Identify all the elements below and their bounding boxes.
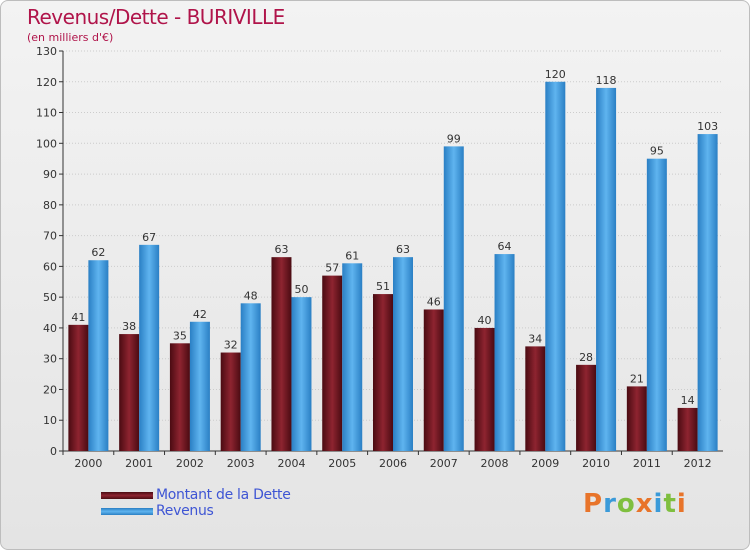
legend-label-dette: Montant de la Dette bbox=[156, 487, 291, 503]
logo-letter: i bbox=[653, 489, 664, 519]
data-label: 118 bbox=[596, 74, 617, 87]
bar-dette bbox=[423, 309, 444, 451]
data-label: 38 bbox=[122, 320, 136, 333]
bar-revenus bbox=[139, 244, 160, 451]
x-tick-label: 2007 bbox=[430, 457, 458, 470]
x-tick-label: 2010 bbox=[582, 457, 610, 470]
data-label: 99 bbox=[447, 132, 461, 145]
data-label: 120 bbox=[545, 68, 566, 81]
data-label: 21 bbox=[630, 372, 644, 385]
data-label: 64 bbox=[498, 240, 512, 253]
bar-dette bbox=[373, 294, 393, 451]
bar-revenus bbox=[240, 303, 261, 451]
legend-item-dette: Montant de la Dette bbox=[101, 487, 291, 503]
y-tick-label: 20 bbox=[43, 383, 57, 396]
data-label: 63 bbox=[274, 243, 288, 256]
y-tick-label: 10 bbox=[43, 414, 57, 427]
y-tick-label: 60 bbox=[43, 260, 57, 273]
x-tick-label: 2001 bbox=[125, 457, 153, 470]
data-label: 95 bbox=[650, 145, 664, 158]
bar-dette bbox=[576, 364, 597, 451]
data-label: 32 bbox=[224, 339, 238, 352]
y-tick-label: 40 bbox=[43, 322, 57, 335]
bar-dette bbox=[119, 334, 140, 451]
y-tick-label: 50 bbox=[43, 291, 57, 304]
y-tick-label: 110 bbox=[36, 107, 57, 120]
data-label: 46 bbox=[427, 295, 441, 308]
bar-revenus bbox=[646, 158, 667, 451]
data-label: 34 bbox=[528, 332, 542, 345]
bar-dette bbox=[169, 343, 190, 451]
legend-swatch-dette bbox=[101, 491, 153, 499]
y-tick-label: 120 bbox=[36, 76, 57, 89]
bar-revenus bbox=[697, 134, 718, 452]
data-label: 14 bbox=[681, 394, 695, 407]
data-label: 63 bbox=[396, 243, 410, 256]
legend-swatch-revenus bbox=[101, 507, 153, 515]
y-tick-label: 130 bbox=[36, 45, 57, 58]
data-label: 50 bbox=[294, 283, 308, 296]
x-tick-label: 2005 bbox=[328, 457, 356, 470]
bar-dette bbox=[322, 275, 343, 451]
bar-revenus bbox=[596, 87, 617, 451]
legend: Montant de la Dette Revenus bbox=[101, 487, 291, 519]
bar-revenus bbox=[393, 257, 413, 451]
data-label: 57 bbox=[325, 262, 339, 275]
logo-letter: o bbox=[616, 489, 636, 519]
bar-dette bbox=[68, 324, 89, 451]
logo-letter: r bbox=[603, 489, 617, 519]
proxiti-logo: Proxiti bbox=[583, 489, 687, 519]
y-tick-label: 70 bbox=[43, 230, 57, 243]
x-tick-label: 2011 bbox=[633, 457, 661, 470]
x-tick-label: 2008 bbox=[481, 457, 509, 470]
bar-dette bbox=[474, 327, 495, 451]
data-label: 51 bbox=[376, 280, 390, 293]
bar-dette bbox=[271, 257, 292, 451]
logo-letter: i bbox=[676, 489, 687, 519]
bar-revenus bbox=[88, 260, 109, 451]
x-tick-label: 2009 bbox=[531, 457, 559, 470]
logo-letter: P bbox=[583, 489, 604, 519]
data-label: 35 bbox=[173, 329, 187, 342]
data-label: 103 bbox=[697, 120, 718, 133]
chart-title: Revenus/Dette - BURIVILLE bbox=[27, 5, 285, 29]
data-label: 67 bbox=[142, 231, 156, 244]
legend-label-revenus: Revenus bbox=[156, 503, 214, 519]
bar-revenus bbox=[443, 146, 464, 451]
x-tick-label: 2002 bbox=[176, 457, 204, 470]
bar-dette bbox=[677, 407, 698, 451]
logo-letter: x bbox=[635, 489, 654, 519]
data-label: 62 bbox=[91, 246, 105, 259]
bar-dette bbox=[525, 346, 546, 451]
bar-revenus bbox=[291, 297, 312, 451]
x-tick-label: 2004 bbox=[277, 457, 305, 470]
logo-letter: t bbox=[663, 489, 677, 519]
y-tick-label: 0 bbox=[50, 445, 57, 458]
bar-revenus bbox=[494, 254, 515, 451]
y-tick-label: 90 bbox=[43, 168, 57, 181]
bar-revenus bbox=[545, 81, 566, 452]
y-tick-label: 100 bbox=[36, 137, 57, 150]
x-tick-label: 2003 bbox=[227, 457, 255, 470]
bar-revenus bbox=[189, 321, 210, 451]
x-tick-label: 2000 bbox=[74, 457, 102, 470]
data-label: 41 bbox=[71, 311, 85, 324]
data-label: 42 bbox=[193, 308, 207, 321]
y-tick-label: 80 bbox=[43, 199, 57, 212]
x-tick-label: 2006 bbox=[379, 457, 407, 470]
data-label: 61 bbox=[345, 249, 359, 262]
bar-revenus bbox=[342, 263, 363, 451]
bar-dette bbox=[220, 352, 241, 451]
x-tick-label: 2012 bbox=[684, 457, 712, 470]
chart-subtitle: (en milliers d'€) bbox=[27, 31, 114, 44]
data-label: 28 bbox=[579, 351, 593, 364]
data-label: 40 bbox=[478, 314, 492, 327]
legend-item-revenus: Revenus bbox=[101, 503, 291, 519]
data-label: 48 bbox=[244, 289, 258, 302]
y-tick-label: 30 bbox=[43, 353, 57, 366]
bar-dette bbox=[626, 386, 647, 451]
